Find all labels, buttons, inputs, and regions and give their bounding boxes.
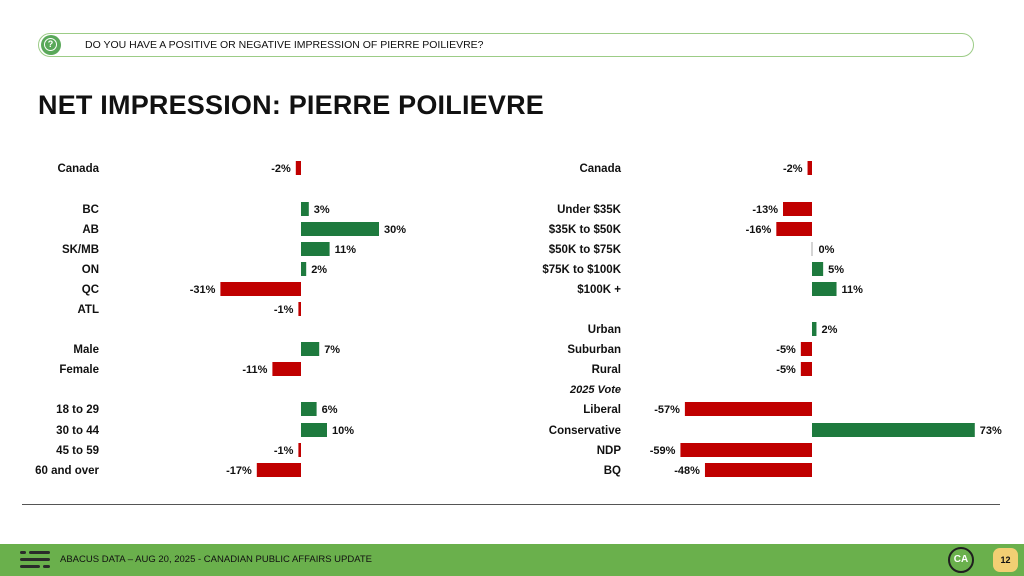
bar <box>301 202 309 216</box>
bar <box>301 423 327 437</box>
data-label: 0% <box>819 244 835 256</box>
bar <box>680 443 812 457</box>
bar <box>684 402 812 416</box>
category-label: $50K to $75K <box>549 244 622 256</box>
data-label: 30% <box>384 224 406 236</box>
data-label: 2% <box>311 264 327 276</box>
bar <box>704 463 812 477</box>
group-label: 2025 Vote <box>569 384 621 396</box>
bar <box>812 282 837 296</box>
data-label: -11% <box>242 364 267 376</box>
category-label: Liberal <box>583 404 621 416</box>
footer-source: ABACUS DATA – AUG 20, 2025 - CANADIAN PU… <box>60 554 373 565</box>
net-impression-chart: Canada -2% BC 3% AB 30% SK/MB 11% ON 2% QC -31% ATL -… <box>35 161 1002 477</box>
data-label: -59% <box>650 445 676 457</box>
bar <box>301 402 317 416</box>
bar <box>301 342 320 356</box>
category-label: $75K to $100K <box>542 264 621 276</box>
category-label: Conservative <box>549 425 621 437</box>
bar <box>812 322 817 336</box>
bar <box>301 222 379 236</box>
data-label: -5% <box>776 364 796 376</box>
category-label: Suburban <box>567 344 621 356</box>
data-label: -31% <box>190 284 216 296</box>
category-label: ATL <box>77 304 99 316</box>
data-label: 11% <box>842 284 864 296</box>
category-label: $100K + <box>577 284 621 296</box>
bar <box>776 222 812 236</box>
category-label: Under $35K <box>557 204 622 216</box>
bar <box>295 161 301 175</box>
data-label: -57% <box>654 404 680 416</box>
category-label: BQ <box>604 465 621 477</box>
category-label: Canada <box>579 163 621 175</box>
bar <box>807 161 812 175</box>
bar <box>812 262 824 276</box>
category-label: 18 to 29 <box>56 404 99 416</box>
data-label: 7% <box>324 344 340 356</box>
category-label: ON <box>82 264 99 276</box>
data-label: -2% <box>271 163 291 175</box>
bar <box>298 443 301 457</box>
bar <box>272 362 301 376</box>
category-label: $35K to $50K <box>549 224 622 236</box>
data-label: 10% <box>332 425 354 437</box>
data-label: 73% <box>980 425 1002 437</box>
data-label: 11% <box>335 244 357 256</box>
data-label: -5% <box>776 344 796 356</box>
right-bar-chart: Canada -2% Under $35K -13% $35K to $50K -16% $… <box>542 161 1002 477</box>
bar <box>256 463 301 477</box>
category-label: BC <box>82 204 99 216</box>
bar <box>800 362 812 376</box>
bar <box>298 302 301 316</box>
data-label: 3% <box>314 204 330 216</box>
data-label: -17% <box>226 465 252 477</box>
category-label: Urban <box>588 324 621 336</box>
data-label: -1% <box>274 304 294 316</box>
footer: ABACUS DATA – AUG 20, 2025 - CANADIAN PU… <box>0 544 1024 576</box>
question-mark-icon: ? <box>41 35 61 55</box>
category-label: AB <box>82 224 99 236</box>
page-number: 12 <box>993 548 1018 572</box>
ca-logo-icon: CA <box>948 547 974 573</box>
category-label: Canada <box>57 163 99 175</box>
question-text: DO YOU HAVE A POSITIVE OR NEGATIVE IMPRE… <box>85 39 484 51</box>
category-label: Rural <box>592 364 621 376</box>
data-label: 2% <box>821 324 837 336</box>
data-label: -13% <box>752 204 778 216</box>
bar <box>301 262 307 276</box>
abacus-logo-icon <box>20 551 50 569</box>
divider <box>22 504 1000 505</box>
question-banner: ? DO YOU HAVE A POSITIVE OR NEGATIVE IMP… <box>38 33 974 57</box>
category-label: QC <box>82 284 99 296</box>
bar <box>220 282 301 296</box>
category-label: 30 to 44 <box>56 425 99 437</box>
category-label: 45 to 59 <box>56 445 99 457</box>
data-label: -16% <box>746 224 772 236</box>
data-label: -48% <box>674 465 700 477</box>
category-label: Female <box>59 364 99 376</box>
category-label: NDP <box>597 445 622 457</box>
data-label: -1% <box>274 445 294 457</box>
data-label: 5% <box>828 264 844 276</box>
data-label: 6% <box>322 404 338 416</box>
category-label: Male <box>73 344 99 356</box>
bar <box>812 423 975 437</box>
bar <box>783 202 812 216</box>
category-label: SK/MB <box>62 244 99 256</box>
data-label: -2% <box>783 163 803 175</box>
category-label: 60 and over <box>35 465 99 477</box>
left-bar-chart: Canada -2% BC 3% AB 30% SK/MB 11% ON 2% QC -31% ATL -… <box>35 161 406 477</box>
bar <box>800 342 812 356</box>
bar <box>301 242 330 256</box>
page-title: NET IMPRESSION: PIERRE POILIEVRE <box>38 90 544 120</box>
